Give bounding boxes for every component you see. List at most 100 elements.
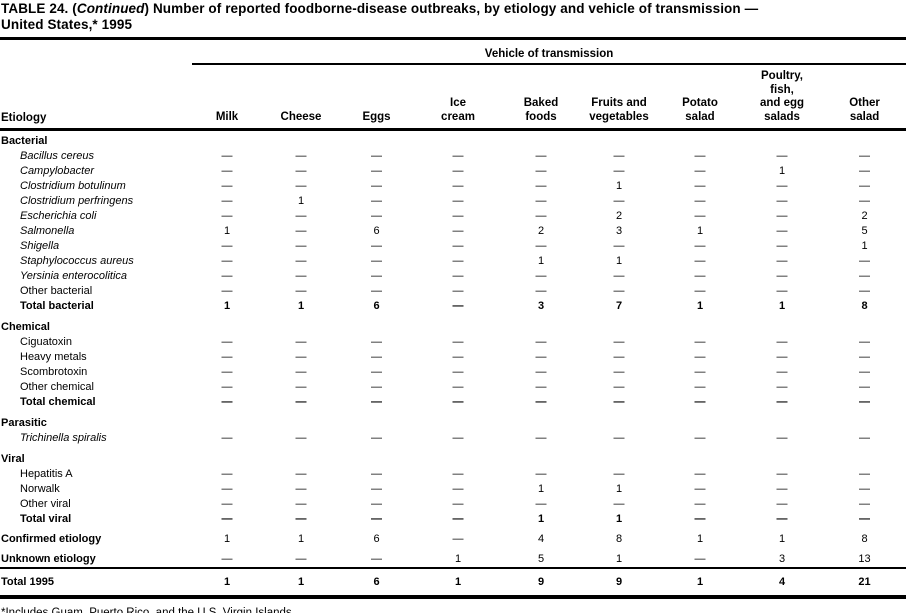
spanner-row: Vehicle of transmission: [0, 38, 906, 65]
cell-value: [340, 446, 413, 467]
cell-value: 6: [373, 225, 380, 237]
table-row: Heavy metals — — — — — — — — —: [0, 350, 906, 365]
cell-value: —: [452, 468, 464, 480]
cell-value: —: [776, 468, 788, 480]
row-label: Yersinia enterocolitica: [20, 270, 128, 282]
cell-value: —: [221, 553, 233, 565]
cell-value: —: [295, 366, 307, 378]
cell-value: —: [694, 432, 706, 444]
cell-value: —: [694, 553, 706, 565]
cell-value: 6: [373, 533, 380, 545]
cell-value: 1: [778, 165, 786, 177]
cell-value: —: [859, 285, 871, 297]
row-label: Confirmed etiology: [1, 533, 102, 545]
cell-value: —: [221, 150, 233, 162]
cell-value: —: [452, 300, 464, 312]
cell-value: —: [452, 255, 464, 267]
cell-value: —: [776, 210, 788, 222]
cell-value: 1: [223, 225, 231, 237]
cell-value: [741, 314, 823, 335]
table-row: Parasitic: [0, 410, 906, 431]
cell-value: —: [694, 498, 706, 510]
cell-value: —: [859, 255, 871, 267]
cell-value: —: [535, 498, 547, 510]
cell-value: —: [371, 165, 382, 177]
cell-value: —: [295, 351, 307, 363]
cell-value: —: [371, 150, 382, 162]
cell-value: 3: [615, 225, 623, 237]
cell-value: [192, 314, 262, 335]
cell-value: —: [371, 553, 382, 565]
cell-value: 4: [741, 567, 823, 599]
cell-value: —: [221, 285, 233, 297]
cell-value: —: [535, 366, 547, 378]
cell-value: —: [535, 432, 547, 444]
cell-value: 1: [262, 567, 340, 599]
cell-value: 1: [537, 483, 545, 495]
cell-value: —: [613, 468, 625, 480]
cell-value: —: [221, 351, 233, 363]
cell-value: —: [859, 150, 871, 162]
cell-value: —: [613, 396, 625, 408]
cell-value: —: [776, 396, 788, 408]
row-label: Clostridium botulinum: [20, 180, 126, 192]
table-row: Staphylococcus aureus — — — — 1 1 — — —: [0, 254, 906, 269]
cell-value: —: [694, 210, 706, 222]
cell-value: —: [613, 351, 625, 363]
title-part1: TABLE 24. (: [1, 1, 77, 16]
cell-value: —: [295, 498, 307, 510]
table-row: Unknown etiology — — — 1 5 1 — 3 13: [0, 547, 906, 568]
table-row: Trichinella spiralis — — — — — — — — —: [0, 431, 906, 446]
cell-value: —: [371, 468, 382, 480]
cell-value: [823, 130, 906, 150]
cell-value: —: [221, 165, 233, 177]
cell-value: —: [295, 180, 307, 192]
cell-value: [262, 314, 340, 335]
cell-value: —: [221, 180, 233, 192]
row-label: Parasitic: [1, 417, 47, 429]
cell-value: —: [859, 180, 871, 192]
cell-value: —: [371, 180, 382, 192]
cell-value: —: [371, 498, 382, 510]
cell-value: —: [452, 270, 464, 282]
cell-value: [503, 130, 579, 150]
cell-value: —: [221, 210, 233, 222]
cell-value: 1: [659, 567, 741, 599]
cell-value: —: [613, 165, 625, 177]
cell-value: —: [371, 255, 382, 267]
cell-value: [192, 446, 262, 467]
cell-value: —: [295, 285, 307, 297]
cell-value: —: [613, 366, 625, 378]
cell-value: —: [859, 270, 871, 282]
cell-value: —: [221, 468, 233, 480]
cell-value: 1: [223, 300, 231, 312]
cell-value: —: [452, 498, 464, 510]
cell-value: —: [776, 432, 788, 444]
cell-value: —: [295, 165, 307, 177]
column-header-cheese: Cheese: [262, 64, 340, 131]
cell-value: —: [452, 366, 464, 378]
table-row: Shigella — — — — — — — — 1: [0, 239, 906, 254]
cell-value: —: [694, 513, 706, 525]
cell-value: —: [859, 336, 871, 348]
cell-value: [340, 314, 413, 335]
cell-value: —: [535, 468, 547, 480]
cell-value: —: [776, 366, 788, 378]
cell-value: —: [613, 336, 625, 348]
cell-value: —: [694, 396, 706, 408]
cell-value: —: [535, 351, 547, 363]
column-header-baked-foods: Baked foods: [503, 64, 579, 131]
cell-value: —: [295, 225, 307, 237]
cell-value: [262, 410, 340, 431]
cell-value: [192, 410, 262, 431]
cell-value: —: [776, 195, 788, 207]
row-label: Viral: [1, 453, 25, 465]
cell-value: —: [452, 240, 464, 252]
table-row: Clostridium botulinum — — — — — 1 — — —: [0, 179, 906, 194]
row-label: Other chemical: [20, 381, 94, 393]
cell-value: —: [613, 285, 625, 297]
row-label: Norwalk: [20, 483, 60, 495]
cell-value: —: [694, 468, 706, 480]
cell-value: —: [295, 255, 307, 267]
cell-value: —: [694, 366, 706, 378]
